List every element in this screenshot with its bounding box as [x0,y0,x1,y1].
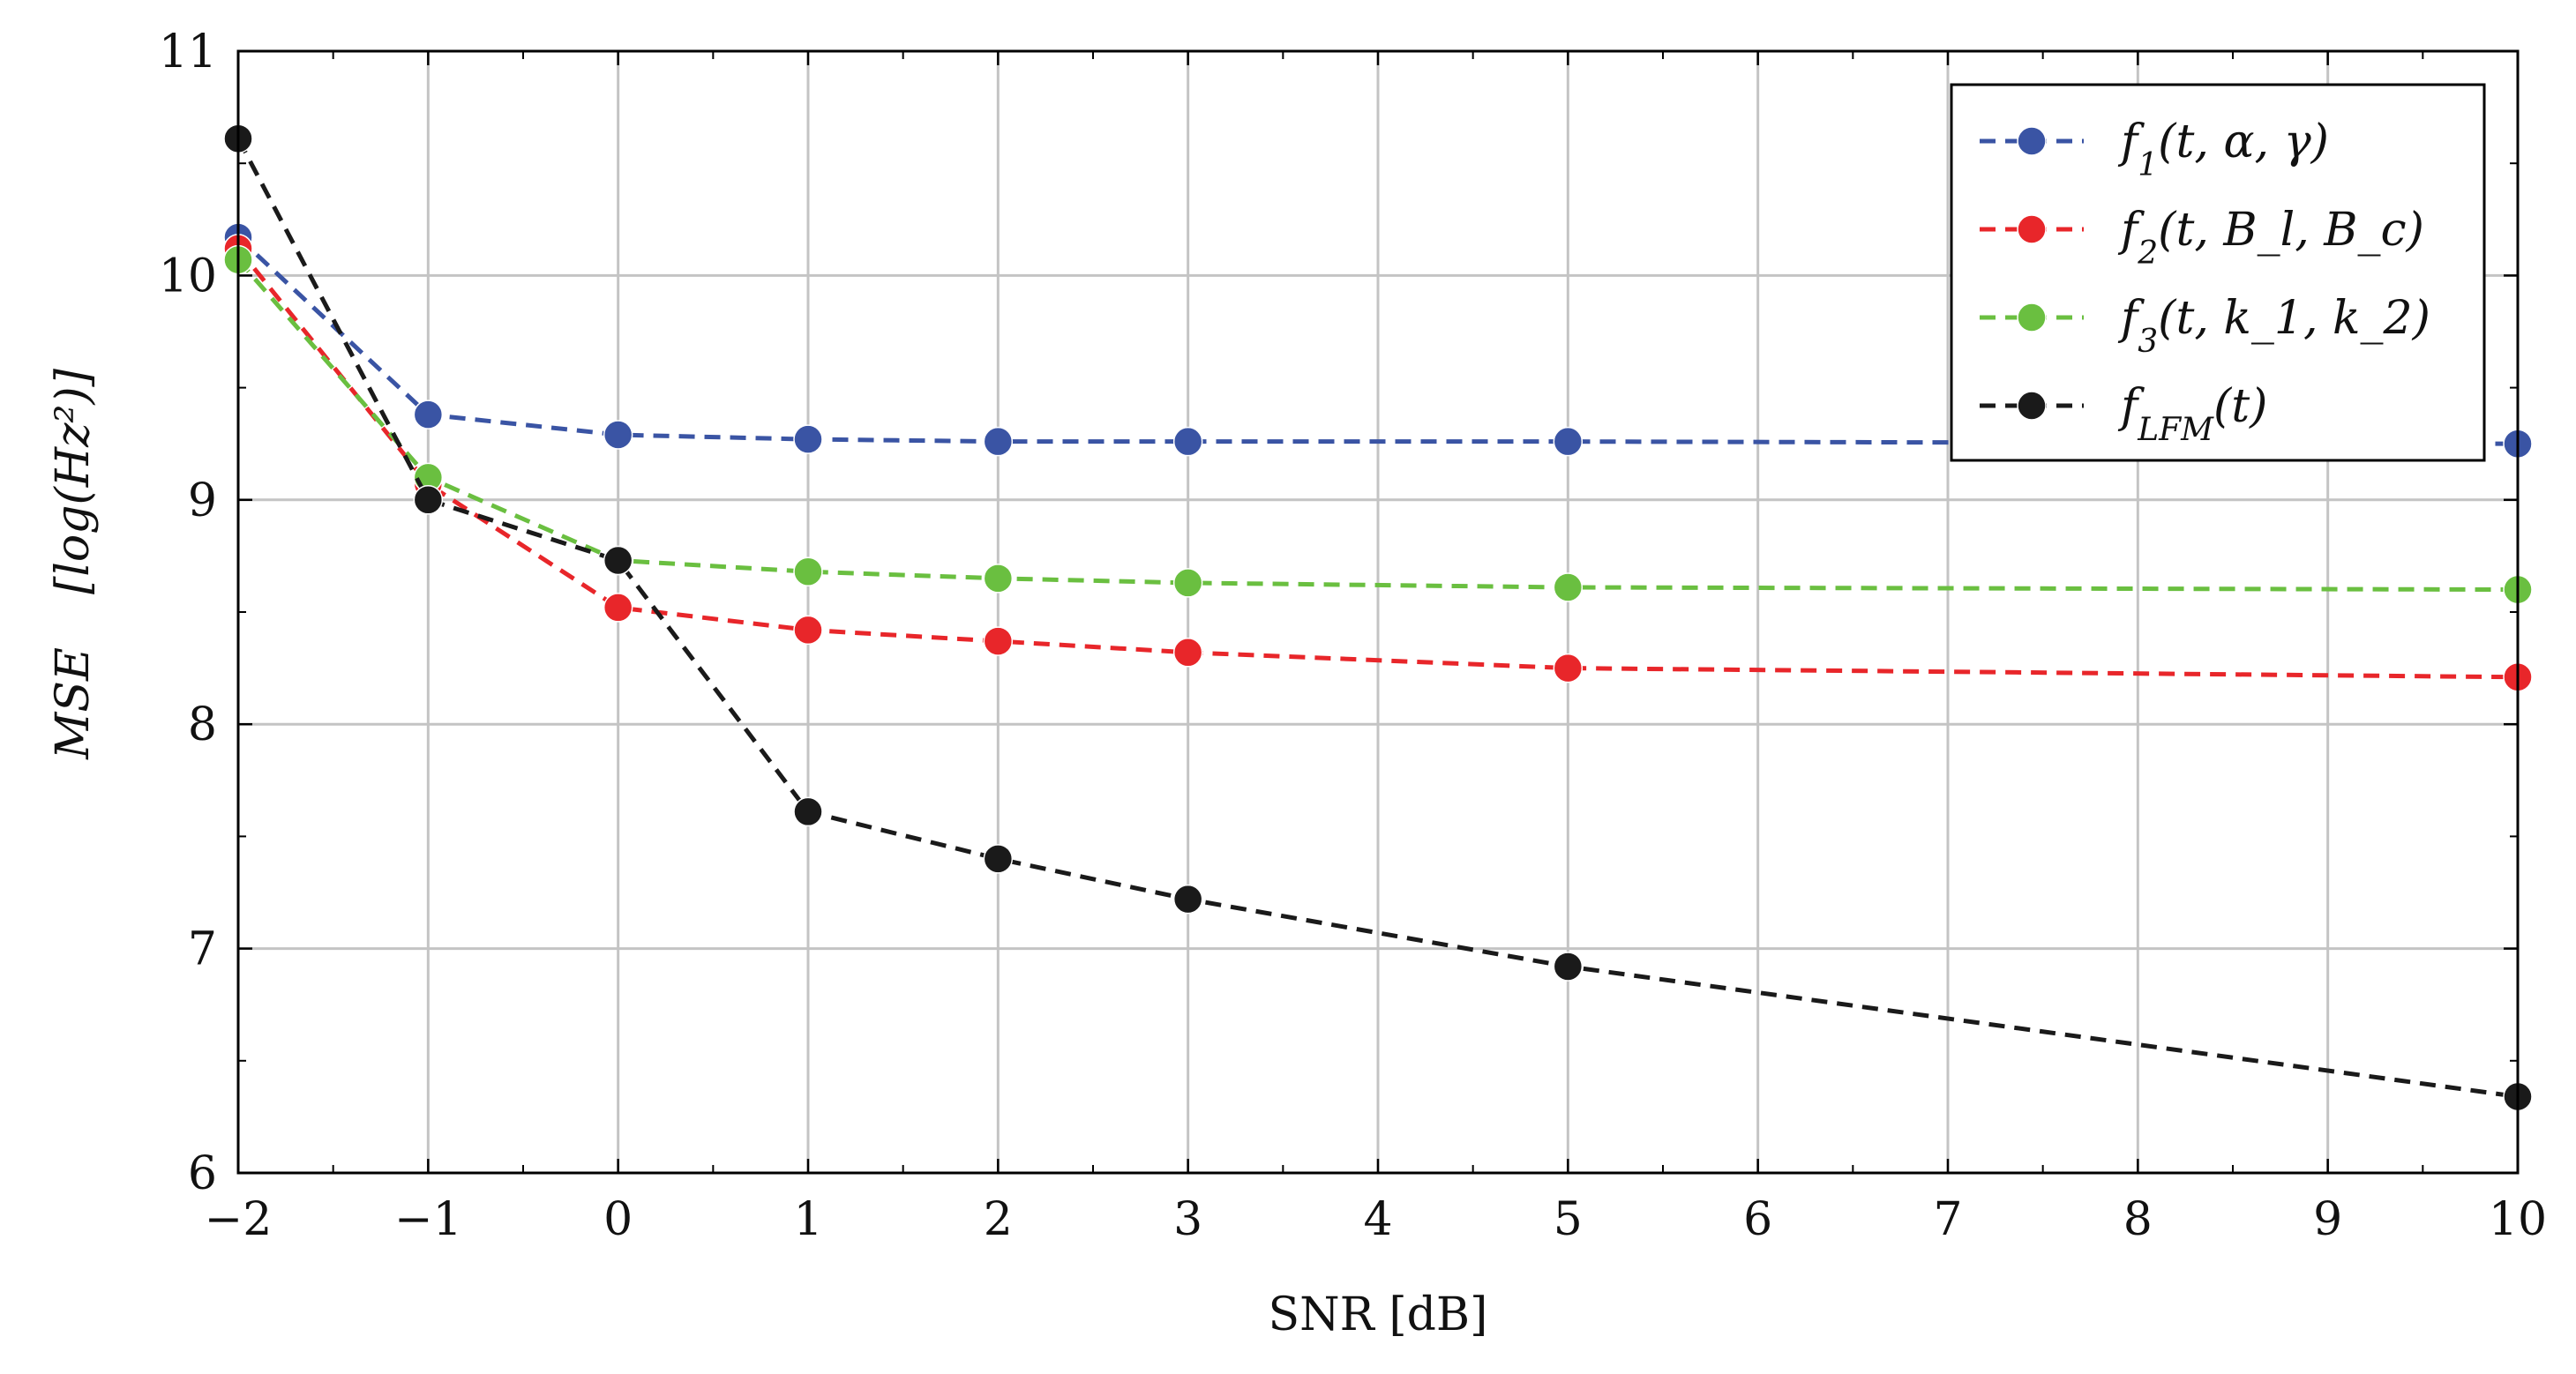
legend-label: f2(t, B_l, B_c) [2117,204,2424,272]
data-point [793,424,823,454]
y-tick-label: 8 [188,698,217,751]
y-axis-title-main: MSE [47,647,100,760]
legend-entry-4: fLFM(t) [1980,380,2267,448]
data-point [1553,952,1584,982]
data-point [603,545,633,576]
x-tick-label: 9 [2313,1193,2342,1246]
data-point [603,593,633,623]
x-tick-label: 0 [603,1193,633,1246]
x-tick-label: 10 [2489,1193,2547,1246]
legend-marker [2017,302,2047,332]
x-axis-title: SNR [dB] [1269,1288,1488,1341]
data-point [983,426,1014,457]
data-point [983,844,1014,874]
legend-label-args: (t, k_1, k_2) [2158,292,2430,345]
legend-label: f3(t, k_1, k_2) [2117,292,2430,360]
data-point [1553,653,1584,683]
legend-marker [2017,126,2047,156]
x-tick-label: 3 [1173,1193,1202,1246]
legend-label-args: (t) [2213,380,2267,433]
x-tick-label: 4 [1363,1193,1392,1246]
legend-label-subscript: LFM [2137,412,2214,448]
data-point [1172,568,1203,598]
x-tick-label: 5 [1554,1193,1583,1246]
legend-marker [2017,214,2047,244]
data-point [983,564,1014,594]
y-tick-label: 9 [188,474,217,527]
legend-label-args: (t, B_l, B_c) [2158,204,2424,257]
x-tick-label: 6 [1743,1193,1772,1246]
y-tick-label: 11 [159,26,217,78]
data-point [1172,426,1203,457]
data-point [1553,426,1584,457]
series-layer [223,123,2533,1112]
y-tick-label: 7 [188,923,217,976]
data-point [1172,884,1203,915]
y-tick-label: 6 [188,1147,217,1200]
y-tick-label: 10 [159,250,217,302]
data-point [413,485,444,515]
data-point [983,626,1014,656]
series-line [236,258,2519,593]
data-point [603,420,633,450]
x-tick-label: 7 [1933,1193,1962,1246]
x-tick-label: −2 [205,1193,273,1246]
legend-label-subscript: 3 [2138,324,2158,360]
legend-label-subscript: 1 [2138,147,2158,183]
legend: f1(t, α, γ) f2(t, B_l, B_c) f3(t, k_1, k_2… [1950,83,2486,462]
x-tick-label: 8 [2123,1193,2153,1246]
series-1 [223,222,2533,459]
legend-entry-1: f1(t, α, γ) [1980,116,2329,183]
data-point [793,556,823,586]
x-tick-label: 1 [793,1193,822,1246]
series-line [236,235,2519,446]
legend-entry-2: f2(t, B_l, B_c) [1980,204,2424,272]
x-tick-label: −1 [394,1193,462,1246]
legend-entry-3: f3(t, k_1, k_2) [1980,292,2430,360]
data-point [793,796,823,827]
series-4 [223,123,2533,1112]
data-point [413,400,444,429]
axis-titles: SNR [dB] MSE [log(Hz²)] [47,368,1487,1341]
legend-label-args: (t, α, γ) [2158,116,2329,168]
legend-label: f1(t, α, γ) [2117,116,2329,183]
series-line [236,247,2519,680]
tick-layer: −2 −1 0 1 2 3 4 5 6 7 8 9 10 6 7 8 9 10 11 [159,26,2547,1246]
x-tick-label: 2 [984,1193,1013,1246]
data-point [793,615,823,646]
legend-label: fLFM(t) [2117,380,2267,448]
legend-label-subscript: 2 [2137,235,2158,272]
series-line [236,138,2519,1099]
y-axis-title-unit: [log(Hz²)] [47,368,100,594]
data-point [1553,572,1584,602]
legend-marker [2017,391,2047,421]
data-point [1172,638,1203,668]
